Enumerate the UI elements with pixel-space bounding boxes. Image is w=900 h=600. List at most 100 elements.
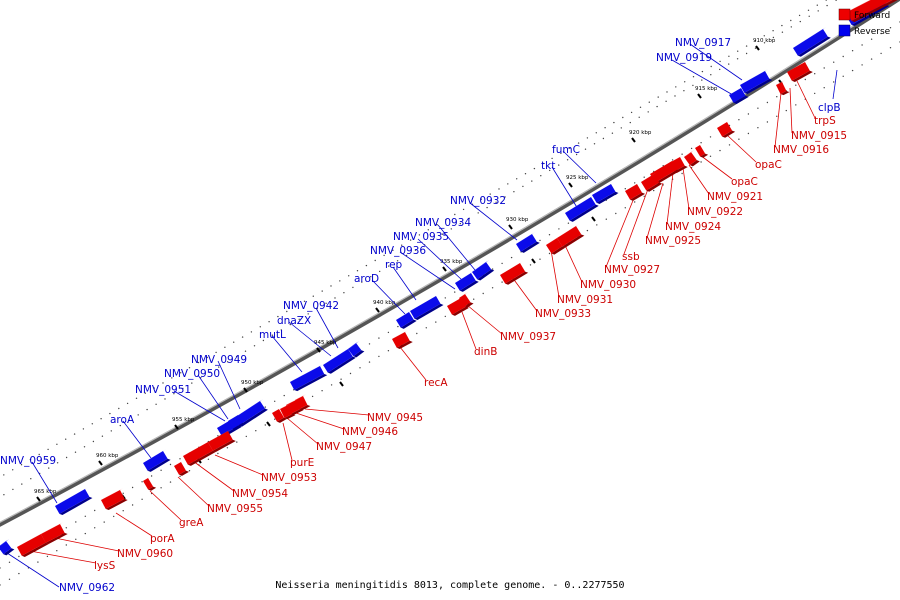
- gene-label-forward[interactable]: NMV_0925: [645, 235, 701, 247]
- gene-block[interactable]: [500, 261, 529, 285]
- gene-label-forward[interactable]: NMV_0947: [316, 441, 372, 453]
- gene-face: [143, 451, 168, 471]
- axis-dot: [825, 0, 827, 1]
- gene-block[interactable]: [323, 347, 356, 374]
- gene-label-forward[interactable]: lysS: [94, 560, 116, 572]
- gene-block[interactable]: [847, 0, 898, 23]
- gene-label-forward[interactable]: opaC: [731, 176, 758, 188]
- gene-label-forward[interactable]: NMV_0955: [207, 503, 263, 515]
- gene-block[interactable]: [650, 159, 681, 184]
- gene-block[interactable]: [392, 330, 413, 350]
- gene-label-reverse[interactable]: NMV_0942: [283, 300, 339, 312]
- gene-label-forward[interactable]: porA: [150, 533, 175, 545]
- gene-label-forward[interactable]: NMV_0946: [342, 426, 398, 438]
- gene-label-reverse[interactable]: NMV_0935: [393, 231, 449, 243]
- gene-label-forward[interactable]: NMV_0953: [261, 472, 317, 484]
- gene-block[interactable]: [410, 294, 444, 320]
- gene-block[interactable]: [290, 364, 328, 392]
- gene-label-forward[interactable]: NMV_0945: [367, 412, 423, 424]
- gene-label-reverse[interactable]: aroA: [110, 414, 135, 426]
- gene-block[interactable]: [625, 182, 646, 201]
- gene-label-reverse[interactable]: NMV_0951: [135, 384, 191, 396]
- gene-block[interactable]: [776, 80, 790, 96]
- leader-line: [417, 238, 463, 281]
- gene-block[interactable]: [557, 224, 585, 248]
- gene-block[interactable]: [234, 399, 268, 427]
- gene-block[interactable]: [0, 539, 15, 556]
- gene-label-reverse[interactable]: dnaZX: [277, 315, 311, 327]
- gene-block[interactable]: [516, 232, 540, 253]
- gene-label-forward[interactable]: trpS: [814, 115, 836, 127]
- gene-top: [684, 150, 694, 157]
- gene-label-reverse[interactable]: clpB: [818, 102, 841, 114]
- gene-block[interactable]: [592, 182, 619, 204]
- gene-block[interactable]: [272, 407, 287, 423]
- gene-label-reverse[interactable]: NMV_0959: [0, 455, 56, 467]
- gene-label-forward[interactable]: NMV_0921: [707, 191, 763, 203]
- gene-block[interactable]: [447, 296, 469, 316]
- gene-label-forward[interactable]: NMV_0924: [665, 221, 721, 233]
- gene-label-reverse[interactable]: NMV_0932: [450, 195, 506, 207]
- gene-block[interactable]: [740, 69, 773, 95]
- gene-block[interactable]: [787, 60, 813, 82]
- gene-block[interactable]: [472, 260, 495, 281]
- gene-label-reverse[interactable]: NMV_0919: [656, 52, 712, 64]
- gene-label-reverse[interactable]: NMV_0962: [59, 582, 115, 594]
- gene-block[interactable]: [101, 488, 128, 511]
- gene-label-forward[interactable]: NMV_0915: [791, 130, 847, 142]
- gene-label-forward[interactable]: NMV_0931: [557, 294, 613, 306]
- gene-label-forward[interactable]: NMV_0927: [604, 264, 660, 276]
- gene-block[interactable]: [455, 271, 479, 292]
- gene-label-reverse[interactable]: aroD: [354, 273, 379, 285]
- gene-label-forward[interactable]: recA: [424, 377, 448, 389]
- gene-label-reverse[interactable]: NMV_0934: [415, 217, 471, 229]
- backbone-highlight: [0, 0, 896, 524]
- gene-label-reverse[interactable]: NMV_0950: [164, 368, 220, 380]
- gene-label-reverse[interactable]: fumC: [552, 144, 580, 156]
- gene-block[interactable]: [348, 341, 365, 358]
- gene-label-reverse[interactable]: mutL: [259, 329, 286, 341]
- gene-block[interactable]: [684, 150, 700, 167]
- gene-label-forward[interactable]: NMV_0930: [580, 279, 636, 291]
- gene-label-forward[interactable]: dinB: [474, 346, 497, 358]
- gene-block[interactable]: [143, 449, 171, 472]
- gene-side: [700, 153, 709, 158]
- axis-dot: [416, 332, 418, 335]
- gene-block[interactable]: [565, 195, 599, 222]
- gene-label-forward[interactable]: NMV_0933: [535, 308, 591, 320]
- gene-face: [776, 82, 787, 94]
- gene-block[interactable]: [695, 143, 709, 158]
- gene-block[interactable]: [459, 292, 474, 308]
- gene-block[interactable]: [228, 413, 246, 430]
- gene-block[interactable]: [208, 429, 236, 452]
- gene-block[interactable]: [174, 460, 189, 476]
- axis-dot: [477, 212, 479, 214]
- gene-label-forward[interactable]: NMV_0937: [500, 331, 556, 343]
- gene-block[interactable]: [17, 532, 49, 557]
- gene-block[interactable]: [396, 310, 417, 329]
- gene-block[interactable]: [546, 236, 566, 255]
- gene-block[interactable]: [143, 476, 157, 491]
- gene-block[interactable]: [641, 172, 663, 192]
- gene-label-reverse[interactable]: NMV_0936: [370, 245, 426, 257]
- gene-block[interactable]: [41, 522, 68, 545]
- gene-block[interactable]: [793, 27, 831, 57]
- gene-block[interactable]: [55, 487, 93, 516]
- gene-block[interactable]: [280, 403, 296, 420]
- gene-block[interactable]: [729, 86, 749, 104]
- gene-label-forward[interactable]: purE: [290, 457, 314, 469]
- gene-label-forward[interactable]: NMV_0916: [773, 144, 829, 156]
- gene-block[interactable]: [183, 440, 216, 466]
- gene-block[interactable]: [717, 120, 736, 138]
- gene-label-forward[interactable]: opaC: [755, 159, 782, 171]
- gene-label-reverse[interactable]: rep: [385, 259, 403, 271]
- gene-label-forward[interactable]: NMV_0954: [232, 488, 288, 500]
- gene-label-reverse[interactable]: tkt: [541, 160, 555, 172]
- gene-label-forward[interactable]: NMV_0922: [687, 206, 743, 218]
- gene-label-forward[interactable]: ssb: [622, 251, 640, 263]
- gene-label-reverse[interactable]: NMV_0949: [191, 354, 247, 366]
- gene-label-reverse[interactable]: NMV_0917: [675, 37, 731, 49]
- axis-dot: [656, 105, 658, 108]
- gene-label-forward[interactable]: NMV_0960: [117, 548, 173, 560]
- gene-label-forward[interactable]: greA: [179, 517, 204, 529]
